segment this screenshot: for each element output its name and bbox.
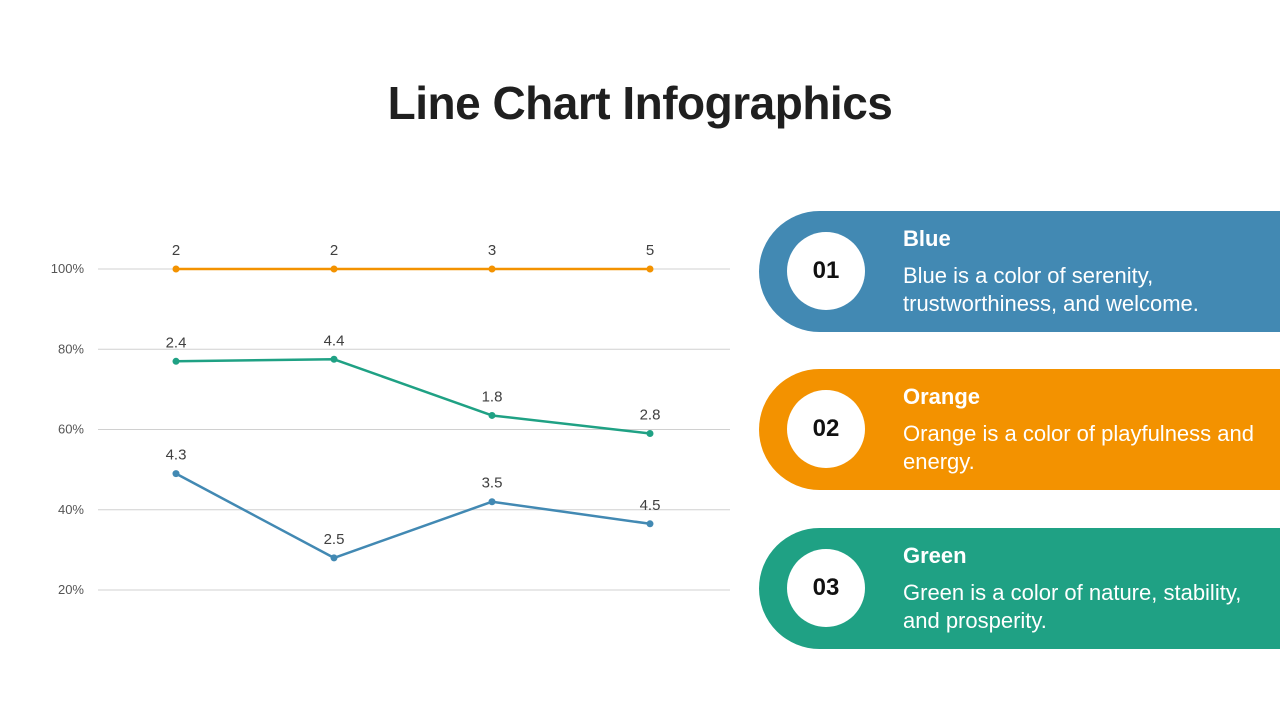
data-point xyxy=(646,430,654,438)
y-tick-label: 20% xyxy=(58,582,84,597)
card-text: Orange is a color of playfulness and ene… xyxy=(903,421,1254,474)
card-number: 01 xyxy=(787,232,865,310)
data-point xyxy=(330,355,338,363)
data-label: 4.4 xyxy=(324,332,345,349)
y-tick-label: 40% xyxy=(58,502,84,517)
data-label: 3.5 xyxy=(482,475,503,492)
data-label: 1.8 xyxy=(482,388,503,405)
line-chart: 20% 40% 60% 80% 100% 2 2 3 5 2.4 4.4 1.8 2.8 4.3 2.5 3.… xyxy=(51,242,730,597)
card-green: 03 Green Green is a color of nature, sta… xyxy=(759,528,1280,649)
data-point xyxy=(646,520,654,528)
data-label: 2.8 xyxy=(640,407,661,424)
data-point xyxy=(488,411,496,419)
data-label: 4.3 xyxy=(166,447,187,464)
data-point xyxy=(172,470,180,478)
y-tick-label: 60% xyxy=(58,422,84,437)
card-heading: Blue xyxy=(903,226,951,251)
card-blue: 01 Blue Blue is a color of serenity, tru… xyxy=(759,211,1280,332)
data-point xyxy=(646,265,654,273)
card-orange: 02 Orange Orange is a color of playfulne… xyxy=(759,369,1280,490)
data-label: 2 xyxy=(330,242,338,259)
card-text: Green is a color of nature, stability, a… xyxy=(903,580,1242,633)
card-number: 02 xyxy=(787,390,865,468)
card-number: 03 xyxy=(787,549,865,627)
card-heading: Green xyxy=(903,543,967,568)
y-tick-label: 100% xyxy=(51,261,85,276)
data-label: 5 xyxy=(646,242,654,259)
data-point xyxy=(330,554,338,562)
data-label: 2.5 xyxy=(324,531,345,548)
data-point xyxy=(488,498,496,506)
data-point xyxy=(172,265,180,273)
data-point xyxy=(172,357,180,365)
series-line xyxy=(175,358,651,435)
card-heading: Orange xyxy=(903,384,981,409)
card-text: Blue is a color of serenity, trustworthi… xyxy=(903,263,1199,316)
page-title: Line Chart Infographics xyxy=(387,77,893,129)
series-line xyxy=(175,472,651,560)
data-label: 2.4 xyxy=(166,334,187,351)
data-point xyxy=(330,265,338,273)
data-label: 4.5 xyxy=(640,497,661,514)
data-point xyxy=(488,265,496,273)
data-label: 3 xyxy=(488,242,496,259)
y-tick-label: 80% xyxy=(58,341,84,356)
data-label: 2 xyxy=(172,242,180,259)
